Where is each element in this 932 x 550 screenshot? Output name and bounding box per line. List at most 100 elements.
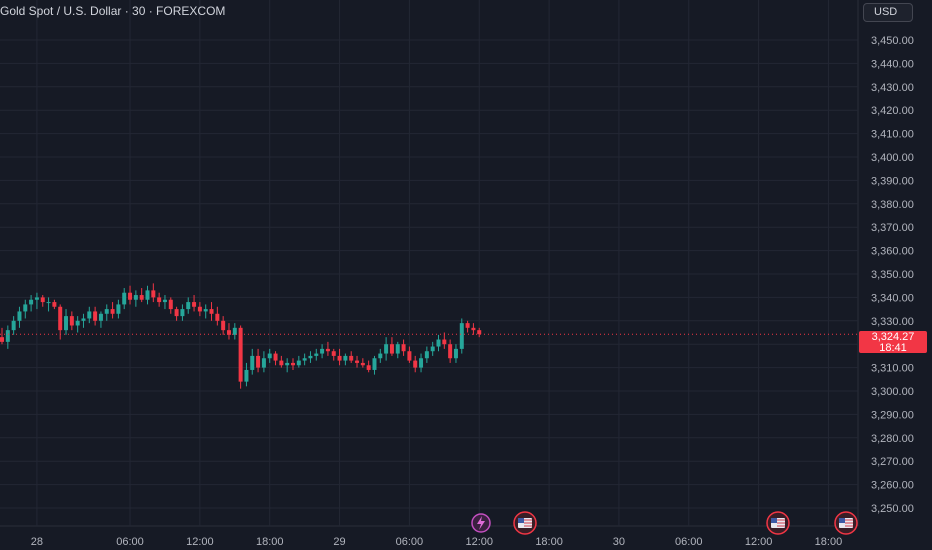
x-tick-label: 06:00 — [675, 536, 703, 548]
candle-body — [238, 327, 243, 382]
candle-body — [453, 348, 458, 359]
flag-canton — [839, 518, 845, 523]
candle-body — [413, 360, 418, 368]
candle-body — [302, 358, 307, 361]
y-tick-label: 3,310.00 — [871, 363, 914, 375]
candle-body — [256, 355, 261, 368]
candle-body — [273, 353, 278, 361]
candle-body — [331, 351, 336, 356]
candle-body — [465, 323, 470, 328]
y-tick-label: 3,440.00 — [871, 58, 914, 70]
candle-body — [221, 320, 226, 331]
candle-body — [378, 353, 383, 359]
y-tick-label: 3,450.00 — [871, 35, 914, 47]
candle-body — [11, 320, 16, 331]
y-tick-label: 3,270.00 — [871, 456, 914, 468]
candle-body — [250, 355, 255, 370]
candle-body — [436, 339, 441, 347]
candle-body — [122, 292, 127, 305]
candle-body — [349, 355, 354, 361]
x-tick-label: 12:00 — [745, 536, 773, 548]
candle-body — [448, 344, 453, 359]
candle-body — [110, 309, 115, 314]
y-tick-label: 3,250.00 — [871, 503, 914, 515]
candle-body — [320, 348, 325, 354]
candle-body — [203, 309, 208, 312]
candle-body — [168, 299, 173, 310]
candle-body — [372, 358, 377, 370]
candle-body — [151, 290, 156, 298]
candle-body — [314, 353, 319, 356]
candle-body — [192, 302, 197, 307]
candle-body — [267, 353, 272, 359]
candle-body — [279, 360, 284, 366]
y-tick-label: 3,360.00 — [871, 246, 914, 258]
candle-body — [69, 316, 74, 326]
candle-body — [442, 339, 447, 345]
candle-body — [424, 351, 429, 359]
candle-body — [430, 346, 435, 352]
candle-body — [477, 330, 482, 335]
currency-button[interactable]: USD — [863, 3, 913, 22]
candle-body — [0, 337, 4, 342]
candle-body — [296, 360, 301, 366]
y-tick-label: 3,430.00 — [871, 82, 914, 94]
candle-body — [244, 369, 249, 382]
y-tick-label: 3,300.00 — [871, 386, 914, 398]
y-tick-label: 3,290.00 — [871, 409, 914, 421]
x-tick-label: 30 — [613, 536, 625, 548]
candle-body — [419, 358, 424, 368]
candle-body — [308, 355, 313, 359]
candle-body — [34, 297, 39, 300]
last-price-tag: 3,324.27 18:41 — [859, 331, 927, 353]
flag-canton — [771, 518, 777, 523]
candle-body — [401, 344, 406, 352]
y-tick-label: 3,400.00 — [871, 152, 914, 164]
candle-body — [291, 362, 295, 366]
candle-body — [226, 330, 231, 335]
lightning-glyph — [477, 516, 485, 530]
candle-body — [64, 316, 69, 331]
candle-body — [180, 309, 185, 317]
candle-body — [98, 313, 103, 321]
y-tick-label: 3,380.00 — [871, 199, 914, 211]
x-tick-label: 12:00 — [465, 536, 493, 548]
candle-body — [157, 297, 162, 303]
y-tick-label: 3,420.00 — [871, 105, 914, 117]
y-tick-label: 3,340.00 — [871, 292, 914, 304]
candle-body — [384, 344, 389, 354]
x-tick-label: 12:00 — [186, 536, 214, 548]
candle-body — [459, 323, 464, 349]
x-tick-label: 28 — [31, 536, 43, 548]
candle-body — [186, 302, 191, 310]
candle-body — [407, 351, 412, 361]
candle-body — [355, 360, 360, 363]
candle-body — [5, 330, 10, 342]
candle-body — [360, 362, 365, 366]
x-tick-label: 29 — [333, 536, 345, 548]
candle-body — [285, 362, 290, 366]
x-tick-label: 06:00 — [116, 536, 144, 548]
x-tick-label: 18:00 — [535, 536, 563, 548]
candle-body — [209, 309, 214, 314]
candle-body — [81, 318, 86, 321]
candle-body — [395, 344, 400, 354]
x-tick-label: 06:00 — [396, 536, 424, 548]
symbol-title: Gold Spot / U.S. Dollar · 30 · FOREXCOM — [0, 4, 226, 18]
candle-body — [87, 311, 92, 319]
candle-body — [145, 290, 150, 300]
candle-body — [215, 313, 220, 321]
y-tick-label: 3,410.00 — [871, 129, 914, 141]
last-price-value: 3,324.27 — [871, 331, 915, 343]
y-tick-label: 3,350.00 — [871, 269, 914, 281]
candle-body — [325, 348, 330, 352]
candle-body — [23, 304, 28, 312]
candle-body — [104, 309, 109, 314]
x-tick-label: 18:00 — [256, 536, 284, 548]
candle-body — [471, 327, 476, 331]
candle-body — [261, 358, 266, 368]
candle-body — [366, 365, 371, 370]
candle-body — [75, 320, 80, 326]
